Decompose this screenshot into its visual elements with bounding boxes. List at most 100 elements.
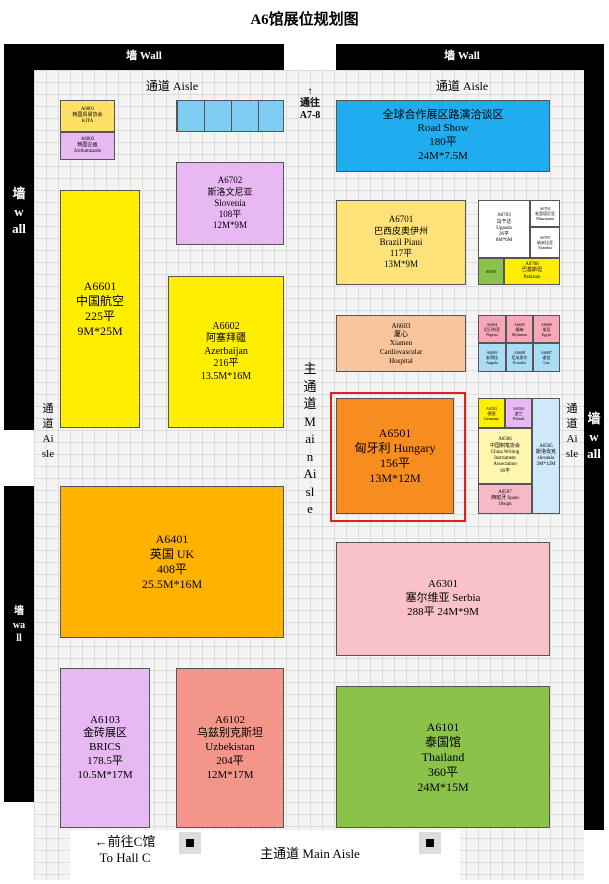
booth-text: 韩国贸易协会 bbox=[72, 112, 103, 118]
booth-text: A6705 bbox=[539, 235, 551, 240]
booth-text: 金砖展区 bbox=[83, 727, 127, 740]
booth: A6703 乌干达 Uganda 36平 6M*6M bbox=[478, 200, 530, 258]
booth-text: 老挝 bbox=[542, 355, 551, 360]
booth-text: Jcollumnardo bbox=[73, 149, 102, 155]
label: 主通道 Main Aisle bbox=[303, 361, 317, 517]
booth-text: 波兰 bbox=[514, 410, 523, 416]
booth-text: Xiamen bbox=[389, 339, 413, 348]
booth-text: Ecuador bbox=[512, 360, 527, 365]
booth-text: A6501 bbox=[378, 426, 412, 440]
booth-text: A6609 bbox=[486, 350, 498, 355]
label: 通道 Aisle bbox=[145, 79, 199, 93]
booth-text: 12M*9M bbox=[212, 220, 247, 231]
booth-text: Mauritania bbox=[536, 216, 554, 221]
booth-text: A6602 bbox=[212, 320, 240, 332]
booth: 全球合作展区路演洽谈区 Road Show 180平 24M*7.5M bbox=[336, 100, 550, 172]
booth-text: A6505 bbox=[539, 443, 553, 449]
booth-text: A6708 bbox=[525, 262, 539, 268]
booth-text: A6603 bbox=[391, 321, 411, 330]
booth-text: A6103 bbox=[90, 713, 120, 726]
label: ←前往C馆 To Hall C bbox=[94, 834, 156, 865]
booth-text: A6506 bbox=[498, 437, 512, 443]
booth: A6601 中国航空 225平 9M*25M bbox=[60, 190, 140, 428]
booth: A6608 厄瓜多尔 Ecuador bbox=[506, 343, 533, 372]
booth-text: 乌兹别克斯坦 bbox=[197, 727, 263, 740]
booth: A6401 英国 UK 408平 25.5M*16M bbox=[60, 486, 284, 638]
booth-text: 毛里塔尼亚 bbox=[535, 211, 555, 216]
booth-text: A6801 bbox=[80, 106, 95, 112]
booth-text: 13M*9M bbox=[383, 259, 418, 270]
label: 通道 Aisle bbox=[435, 79, 489, 93]
label: 墙 wall bbox=[587, 411, 601, 462]
booth-text: 乌干达 bbox=[496, 219, 512, 225]
booth: A6501 匈牙利 Hungary 156平 13M*12M bbox=[336, 398, 454, 514]
booth: A6606 埃及 Egypt bbox=[533, 315, 560, 343]
booth-text: 6M*6M bbox=[495, 238, 513, 244]
booth: A6603 厦心 Xiamen Cardiovascular Hospital bbox=[336, 315, 466, 372]
booth-text: 缅甸 bbox=[515, 326, 524, 332]
booth-text: Poland bbox=[512, 415, 525, 421]
exit-area bbox=[200, 830, 460, 880]
booth-text: 巴基斯坦 bbox=[521, 268, 542, 274]
booth-text: Nigeria bbox=[486, 331, 498, 337]
booth: A6704 毛里塔尼亚 Mauritania bbox=[530, 200, 560, 227]
highlight bbox=[330, 392, 466, 522]
booth-text: 408平 bbox=[156, 562, 187, 576]
booth-text: 12M*17M bbox=[206, 768, 254, 781]
booth-text: 泰国馆 bbox=[424, 734, 461, 749]
pillar bbox=[179, 832, 201, 854]
booth-text: A6608 bbox=[514, 350, 525, 355]
booth-text: 安哥拉 bbox=[486, 355, 498, 360]
booth-text: 24M*7.5M bbox=[418, 149, 468, 162]
booth: A6507 西班牙 Spain 18sqm bbox=[478, 484, 532, 514]
booth-text: Instrument bbox=[494, 456, 516, 461]
booth-text: 117平 bbox=[389, 248, 413, 259]
booth-text: 厄瓜多尔 bbox=[511, 355, 528, 360]
booth-text: 9M*25M bbox=[77, 324, 123, 338]
booth-text: Pakistan bbox=[523, 274, 541, 280]
booth: A6705 纳米比亚 Namibia bbox=[530, 227, 560, 258]
booth-text: 25.5M*16M bbox=[141, 577, 203, 591]
booth: A6706 bbox=[478, 258, 504, 285]
booth-text: A6701 bbox=[388, 214, 414, 225]
booth: A6301 塞尔维亚 Serbia 288平 24M*9M bbox=[336, 542, 550, 656]
booth-text: 中国航空 bbox=[75, 294, 124, 308]
booth-text: A6802 bbox=[80, 136, 95, 142]
booth: A6702 斯洛文尼亚 Slovenia 108平 12M*9M bbox=[176, 162, 284, 245]
wall bbox=[584, 44, 604, 830]
title: A6馆展位规划图 bbox=[250, 12, 359, 28]
booth-text: A6401 bbox=[155, 532, 189, 546]
booth-text: Association bbox=[493, 462, 517, 468]
booth-text: A6706 bbox=[485, 269, 497, 274]
booth: A6103 金砖展区 BRICS 178.5平 10.5M*17M bbox=[60, 668, 150, 828]
booth-text: 216平 bbox=[213, 358, 239, 370]
booth: A6609 安哥拉 Angola bbox=[478, 343, 506, 372]
pillar bbox=[419, 832, 441, 854]
booth-text: 204平 bbox=[216, 754, 244, 767]
label: 主通道 Main Aisle bbox=[260, 846, 360, 861]
booth: A6801 韩国贸易协会 KITA bbox=[60, 100, 115, 132]
booth: A6708 巴基斯坦 Pakistan bbox=[504, 258, 560, 285]
label: 墙 Wall bbox=[126, 50, 162, 62]
booth-text: Germany bbox=[484, 415, 499, 421]
booth-text: Myanmar bbox=[511, 331, 528, 337]
booth-text: 厦心 bbox=[394, 330, 408, 339]
booth-text: Angola bbox=[486, 360, 498, 365]
booth-blue bbox=[176, 100, 284, 132]
booth: A6701 巴西皮奥伊州 Brazil Piaui 117平 13M*9M bbox=[336, 200, 466, 285]
booth: A6102 乌兹别克斯坦 Uzbekistan 204平 12M*17M bbox=[176, 668, 284, 828]
booth-text: 塞尔维亚 Serbia bbox=[405, 592, 481, 605]
label: 墙 wall bbox=[12, 186, 26, 237]
booth-text: A6503 bbox=[486, 405, 497, 411]
booth-text: Cardiovascular bbox=[379, 347, 423, 356]
booth-text: 斯洛文尼亚 bbox=[207, 186, 253, 197]
booth-text: 埃及 bbox=[542, 326, 551, 332]
booth-text: Slovenia bbox=[214, 197, 246, 208]
booth-text: BRICS bbox=[89, 741, 121, 754]
booth-text: 156平 bbox=[379, 456, 410, 470]
wall bbox=[4, 44, 34, 430]
booth: A6607 老挝 Lao bbox=[533, 343, 560, 372]
booth-text: 韩国企画 bbox=[77, 142, 98, 148]
booth-text: 西班牙 Spain bbox=[491, 495, 519, 501]
booth-text: A6606 bbox=[541, 321, 552, 327]
